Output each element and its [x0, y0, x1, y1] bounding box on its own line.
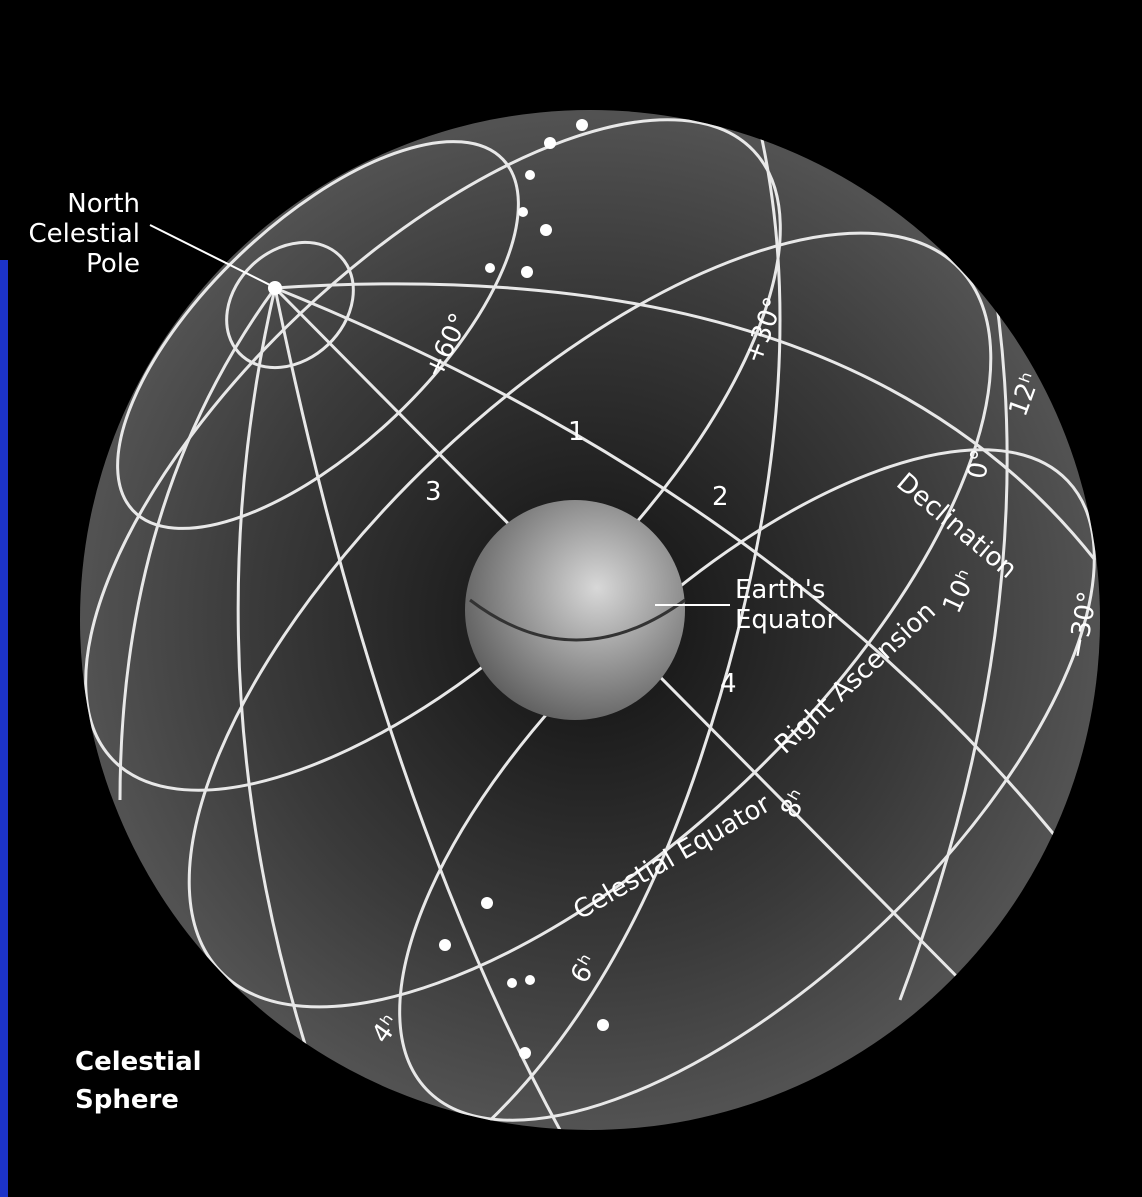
dec-label: 0° — [962, 447, 997, 481]
meridian — [274, 286, 1092, 881]
earth — [465, 500, 685, 720]
observer-label: 3 — [425, 477, 442, 507]
observer-label: 2 — [712, 482, 729, 512]
observer-label: 1 — [568, 417, 585, 447]
earth-equator-label: Equator — [735, 605, 837, 635]
caption: Sphere — [75, 1085, 179, 1115]
meridian — [478, 129, 782, 1130]
meridian — [898, 259, 1009, 1001]
pole-circle — [225, 240, 355, 370]
pole-label: Pole — [86, 249, 140, 279]
earth-equator-label: Earth's — [735, 575, 825, 605]
pointer — [149, 224, 271, 286]
meridian — [274, 282, 1097, 561]
caption: Celestial — [75, 1047, 202, 1077]
grid — [84, 118, 1097, 1130]
meridian — [273, 287, 562, 1130]
meridian — [236, 287, 332, 1121]
observer-label: 4 — [720, 669, 737, 699]
pole-label: Celestial — [29, 219, 141, 249]
celestial-equator-line — [187, 231, 993, 1009]
earth-equator-line — [469, 598, 686, 642]
meridian — [118, 287, 277, 801]
stars — [268, 119, 609, 1059]
pole-label: North — [67, 189, 140, 219]
dec-circle — [116, 140, 520, 530]
page-edge — [0, 260, 8, 1197]
